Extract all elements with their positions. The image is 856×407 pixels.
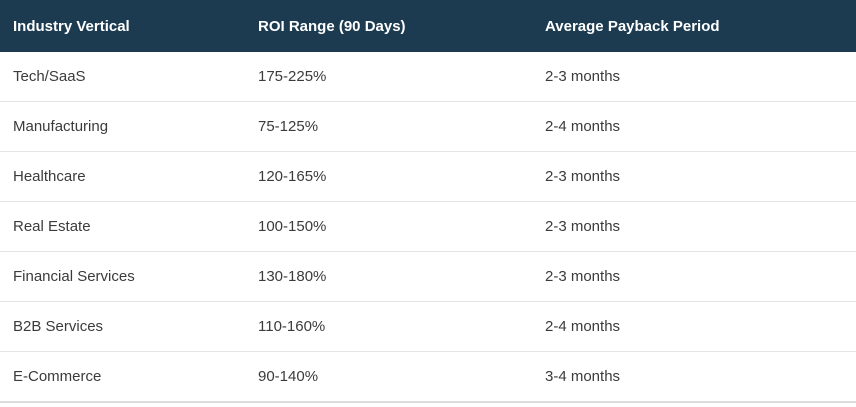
cell-industry: Financial Services [0,251,245,302]
column-header-avg-payback-period: Average Payback Period [532,0,856,52]
table-header-row: Industry Vertical ROI Range (90 Days) Av… [0,0,856,52]
table-row: Financial Services 130-180% 2-3 months [0,251,856,302]
column-header-industry-vertical: Industry Vertical [0,0,245,52]
cell-roi-range: 75-125% [245,101,532,152]
cell-payback-period: 2-3 months [532,52,856,102]
table-row: Healthcare 120-165% 2-3 months [0,151,856,202]
cell-payback-period: 2-3 months [532,201,856,252]
table-row: E-Commerce 90-140% 3-4 months [0,351,856,402]
cell-roi-range: 120-165% [245,151,532,202]
table-row: Real Estate 100-150% 2-3 months [0,201,856,252]
cell-industry: Real Estate [0,201,245,252]
cell-payback-period: 2-4 months [532,101,856,152]
table-row: Manufacturing 75-125% 2-4 months [0,101,856,152]
cell-payback-period: 3-4 months [532,351,856,402]
cell-industry: B2B Services [0,301,245,352]
table-row: B2B Services 110-160% 2-4 months [0,301,856,352]
cell-roi-range: 100-150% [245,201,532,252]
cell-industry: Tech/SaaS [0,52,245,102]
cell-industry: Healthcare [0,151,245,202]
cell-payback-period: 2-3 months [532,251,856,302]
cell-industry: Manufacturing [0,101,245,152]
column-header-roi-range: ROI Range (90 Days) [245,0,532,52]
cell-roi-range: 110-160% [245,301,532,352]
cell-roi-range: 90-140% [245,351,532,402]
cell-roi-range: 130-180% [245,251,532,302]
cell-payback-period: 2-4 months [532,301,856,352]
cell-industry: E-Commerce [0,351,245,402]
cell-roi-range: 175-225% [245,52,532,102]
table-row: Tech/SaaS 175-225% 2-3 months [0,52,856,102]
cell-payback-period: 2-3 months [532,151,856,202]
